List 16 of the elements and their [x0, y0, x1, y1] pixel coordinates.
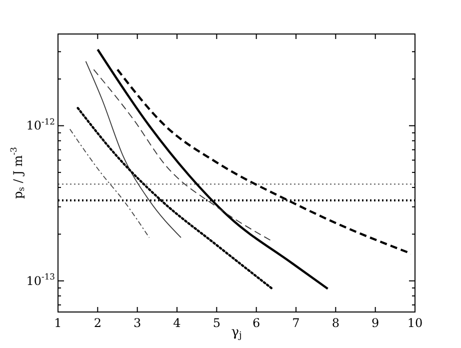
x-tick-label: 5 — [212, 316, 220, 330]
line-series — [69, 128, 150, 238]
y-tick-label: 10$^{-13}$ — [26, 271, 55, 288]
x-tick-label: 2 — [94, 316, 102, 330]
x-tick-label: 3 — [134, 316, 142, 330]
line-series — [93, 69, 273, 242]
x-tick-label: 1 — [54, 316, 62, 330]
x-tick-label: 4 — [173, 316, 182, 330]
x-tick-label: 9 — [372, 316, 380, 330]
y-tick-label: 10$^{-12}$ — [26, 116, 55, 133]
x-tick-label: 6 — [252, 316, 260, 330]
x-tick-label: 8 — [332, 316, 340, 330]
x-axis-title: γ$_{j}$ — [231, 325, 242, 341]
line-series — [85, 60, 182, 238]
x-tick-label: 7 — [292, 316, 300, 330]
x-tick-label: 10 — [407, 316, 423, 330]
